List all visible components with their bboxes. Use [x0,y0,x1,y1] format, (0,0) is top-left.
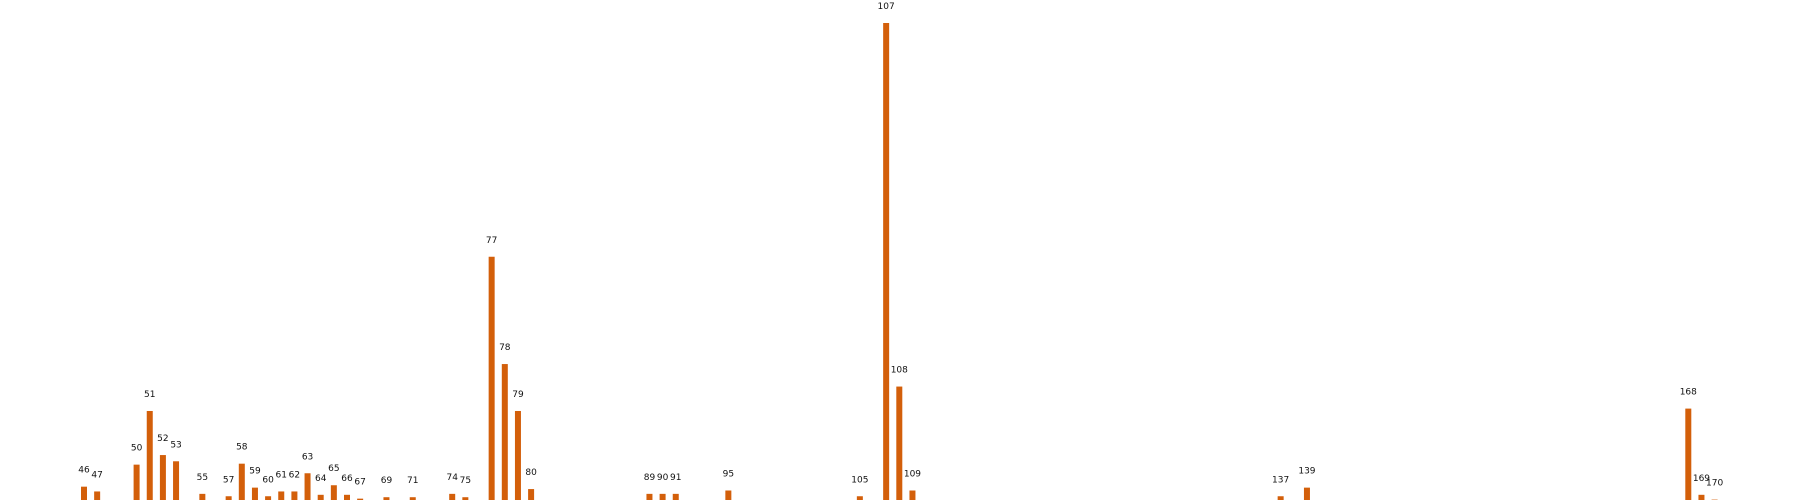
bar-label-89: 89 [644,473,656,483]
bar-label-71: 71 [407,476,418,486]
bar-label-58: 58 [236,443,248,453]
bars-group [81,23,1718,500]
bar-139 [1303,487,1310,500]
bar-label-170: 170 [1706,479,1723,489]
bar-47 [94,491,101,500]
bar-51 [146,410,153,500]
bar-66 [344,494,350,500]
bar-95 [725,490,732,500]
bar-label-78: 78 [499,343,511,353]
bar-label-64: 64 [315,474,327,484]
bar-label-168: 168 [1680,388,1697,398]
bar-label-59: 59 [249,467,261,477]
bar-65 [330,485,337,500]
bar-64 [317,494,324,500]
bar-label-69: 69 [381,476,393,486]
bar-label-109: 109 [904,470,921,480]
bar-label-105: 105 [851,475,868,485]
bar-label-95: 95 [723,470,734,480]
bar-label-77: 77 [486,236,497,246]
bar-label-67: 67 [354,478,365,488]
bar-60 [265,496,272,500]
bar-label-91: 91 [670,473,681,483]
bar-label-47: 47 [91,470,102,480]
bar-label-79: 79 [512,390,524,400]
bar-label-75: 75 [460,476,471,486]
bar-75 [462,497,469,500]
bar-74 [449,493,456,500]
bar-67 [357,498,364,500]
bar-label-46: 46 [78,466,90,476]
bar-57 [225,496,232,500]
bar-77 [488,256,495,500]
bar-label-57: 57 [223,475,234,485]
bar-63 [304,473,311,500]
bar-71 [409,497,416,500]
bar-61 [278,491,285,500]
bar-69 [383,497,390,500]
bar-169 [1698,494,1705,500]
bar-label-169: 169 [1693,474,1710,484]
bar-59 [251,487,258,500]
bar-79 [514,410,521,500]
bar-label-60: 60 [262,475,274,485]
bar-label-61: 61 [276,470,287,480]
bar-52 [159,455,166,500]
bar-46 [81,486,87,500]
bar-label-62: 62 [289,470,300,480]
bar-label-55: 55 [197,473,208,483]
bar-label-139: 139 [1298,467,1315,477]
bar-label-74: 74 [446,473,458,483]
bar-label-53: 53 [170,440,181,450]
bar-label-137: 137 [1272,475,1289,485]
bar-168 [1685,408,1692,500]
bar-label-80: 80 [525,468,537,478]
bar-label-66: 66 [341,474,353,484]
bar-label-63: 63 [302,452,313,462]
bar-58 [238,463,245,500]
bar-55 [199,493,206,500]
bar-50 [133,464,140,500]
bar-78 [501,364,508,500]
bar-label-107: 107 [878,2,895,12]
bar-89 [646,493,653,500]
bar-label-51: 51 [144,390,155,400]
bar-137 [1277,496,1284,500]
bar-label-90: 90 [657,473,669,483]
bar-53 [173,461,180,500]
bar-91 [672,493,679,500]
bar-105 [856,496,863,500]
bar-109 [909,490,916,500]
bar-62 [291,491,298,500]
bar-label-65: 65 [328,464,339,474]
bar-90 [659,493,666,500]
bar-label-50: 50 [131,444,143,454]
bar-80 [528,489,535,500]
bar-label-52: 52 [157,434,168,444]
bar-107 [883,23,890,500]
bar-108 [896,386,903,500]
bar-label-108: 108 [891,366,908,376]
